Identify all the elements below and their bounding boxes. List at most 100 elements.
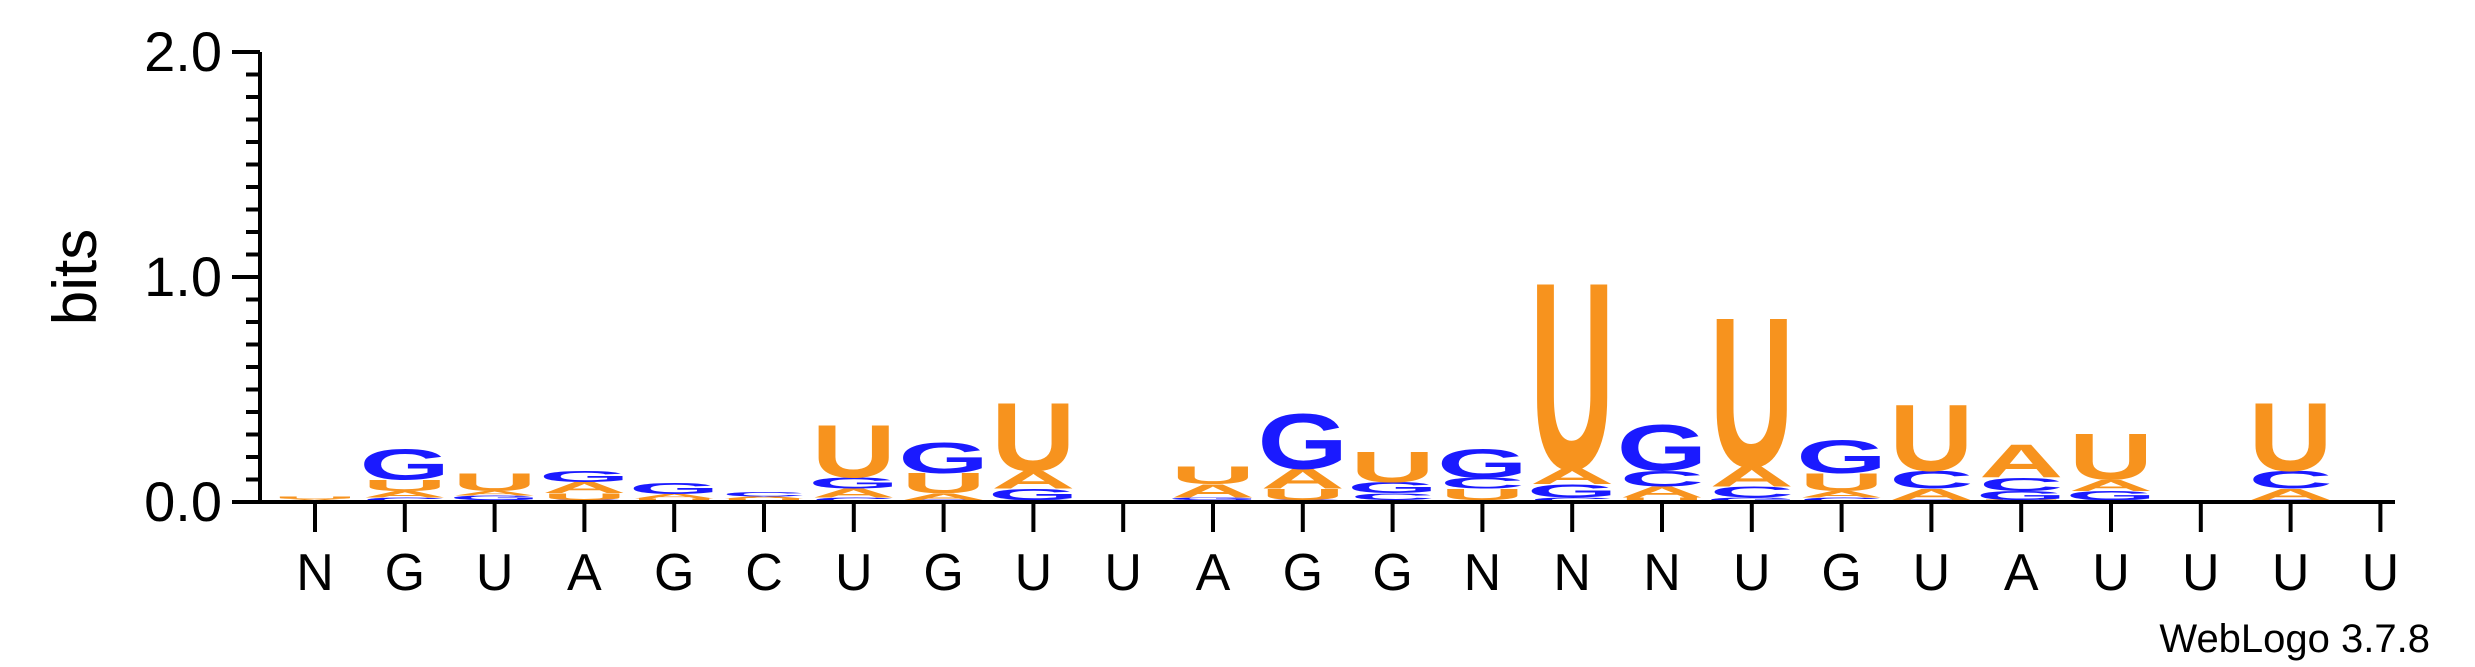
x-tick-label: U xyxy=(1733,544,1771,602)
logo-glyph-C: C xyxy=(363,496,447,503)
logo-glyph-U: U xyxy=(363,477,447,495)
x-tick-label: G xyxy=(923,544,963,602)
x-tick-label: N xyxy=(1643,544,1681,602)
y-axis-label: bits xyxy=(41,229,110,325)
x-tick-label: N xyxy=(1553,544,1591,602)
logo-glyph-A: A xyxy=(812,486,896,500)
y-tick-label: 0.0 xyxy=(144,470,222,533)
logo-glyph-A: A xyxy=(1710,461,1794,493)
x-tick-label: U xyxy=(835,544,873,602)
logo-glyph-U: U xyxy=(991,383,1075,492)
logo-glyph-C: C xyxy=(722,491,806,498)
logo-glyph-C: C xyxy=(1799,496,1883,503)
logo-glyph-C: C xyxy=(1710,483,1794,501)
logo-glyph-C: C xyxy=(1979,474,2063,495)
x-tick-label: G xyxy=(1821,544,1861,602)
logo-glyph-A: A xyxy=(1979,434,2063,487)
logo-glyph-G: G xyxy=(359,440,450,489)
logo-glyph-G: G xyxy=(1437,440,1528,486)
logo-glyph-G: G xyxy=(1617,411,1708,485)
logo-glyph-A: A xyxy=(1889,486,1973,504)
logo-glyph-U: U xyxy=(1889,386,1973,491)
x-tick-label: U xyxy=(2182,544,2220,602)
x-tick-label: A xyxy=(1196,544,1231,602)
logo-glyph-C: C xyxy=(1889,466,1973,494)
logo-glyph-U: U xyxy=(722,498,806,502)
glyph-stacks: CAU CAUGCGAUCUAGCUAGGUACCAGUCAUGCGAUCGAUC… xyxy=(273,226,2336,525)
logo-glyph-U: U xyxy=(2248,383,2332,492)
logo-glyph-G: G xyxy=(1796,430,1887,483)
x-tick-label: A xyxy=(567,544,602,602)
logo-glyph-G: G xyxy=(1257,398,1348,486)
logo-glyph-U: U xyxy=(2069,420,2153,494)
x-tick-label: C xyxy=(745,544,783,602)
logo-glyph-U: U xyxy=(1350,442,1434,491)
logo-glyph-C: C xyxy=(1530,496,1614,503)
logo-glyph-A: A xyxy=(1799,489,1883,500)
logo-glyph-U: U xyxy=(273,496,357,500)
logo-glyph-G: G xyxy=(898,433,989,482)
logo-glyph-A: A xyxy=(632,493,716,500)
logo-glyph-G: G xyxy=(449,494,540,501)
logo-glyph-A: A xyxy=(1171,480,1255,501)
logo-glyph-G: G xyxy=(1706,496,1797,503)
logo-glyph-G: G xyxy=(988,486,1079,504)
logo-glyph-C: C xyxy=(2248,466,2332,494)
x-tick-label: U xyxy=(1015,544,1053,602)
x-tick-label: N xyxy=(1464,544,1502,602)
logo-glyph-U: U xyxy=(901,467,985,499)
logo-glyph-G: G xyxy=(1347,479,1438,497)
logo-glyph-U: U xyxy=(1261,486,1345,504)
logo-glyph-G: G xyxy=(1976,488,2067,502)
logo-glyph-A: A xyxy=(1620,483,1704,501)
logo-glyph-U: U xyxy=(452,468,536,496)
x-tick-label: U xyxy=(1104,544,1142,602)
logo-glyph-C: C xyxy=(1620,466,1704,491)
x-tick-label: U xyxy=(1913,544,1951,602)
x-tick-label: U xyxy=(476,544,514,602)
logo-glyph-A: A xyxy=(452,490,536,497)
logo-glyph-U: U xyxy=(632,498,716,502)
logo-glyph-A: A xyxy=(363,489,447,500)
logo-glyph-G: G xyxy=(1168,497,1259,501)
x-tick-label: N xyxy=(296,544,334,602)
logo-glyph-U: U xyxy=(1171,461,1255,489)
x-tick-label: G xyxy=(1372,544,1412,602)
x-tick-label: G xyxy=(1283,544,1323,602)
logo-glyph-A: A xyxy=(542,479,626,497)
y-ticks: 0.0 1.0 2.0 xyxy=(144,20,260,533)
x-tick-label: G xyxy=(654,544,694,602)
logo-glyph-A: A xyxy=(722,496,806,500)
logo-glyph-U: U xyxy=(1799,468,1883,496)
logo-glyph-C: C xyxy=(812,496,896,503)
logo-glyph-G: G xyxy=(2066,488,2157,502)
logo-glyph-C: C xyxy=(1350,491,1434,502)
logo-glyph-U: U xyxy=(812,409,896,493)
logo-glyph-A: A xyxy=(901,491,985,502)
x-tick-label: U xyxy=(2092,544,2130,602)
logo-glyph-A: A xyxy=(1261,463,1345,495)
x-tick-label: A xyxy=(2004,544,2039,602)
logo-glyph-G: G xyxy=(539,468,630,486)
logo-glyph-U: U xyxy=(1440,486,1524,504)
y-tick-label: 1.0 xyxy=(144,245,222,308)
logo-glyph-U: U xyxy=(1620,496,1704,503)
logo-glyph-A: A xyxy=(1530,464,1614,489)
logo-glyph-G: G xyxy=(629,480,720,498)
logo-glyph-U: U xyxy=(1710,274,1794,512)
logo-glyph-A: A xyxy=(2248,486,2332,504)
x-tick-label: U xyxy=(2272,544,2310,602)
logo-glyph-C: C xyxy=(1440,474,1524,492)
weblogo-credit: WebLogo 3.7.8 xyxy=(2159,617,2430,661)
logo-glyph-U: U xyxy=(1530,226,1614,525)
y-tick-label: 2.0 xyxy=(144,20,222,83)
x-tick-label: G xyxy=(385,544,425,602)
logo-glyph-G: G xyxy=(808,474,899,492)
logo-glyph-U: U xyxy=(542,491,626,502)
x-tick-label: U xyxy=(2362,544,2400,602)
logo-glyph-A: A xyxy=(991,466,1075,494)
logo-glyph-A: A xyxy=(2069,477,2153,495)
logo-glyph-G: G xyxy=(1527,480,1618,501)
